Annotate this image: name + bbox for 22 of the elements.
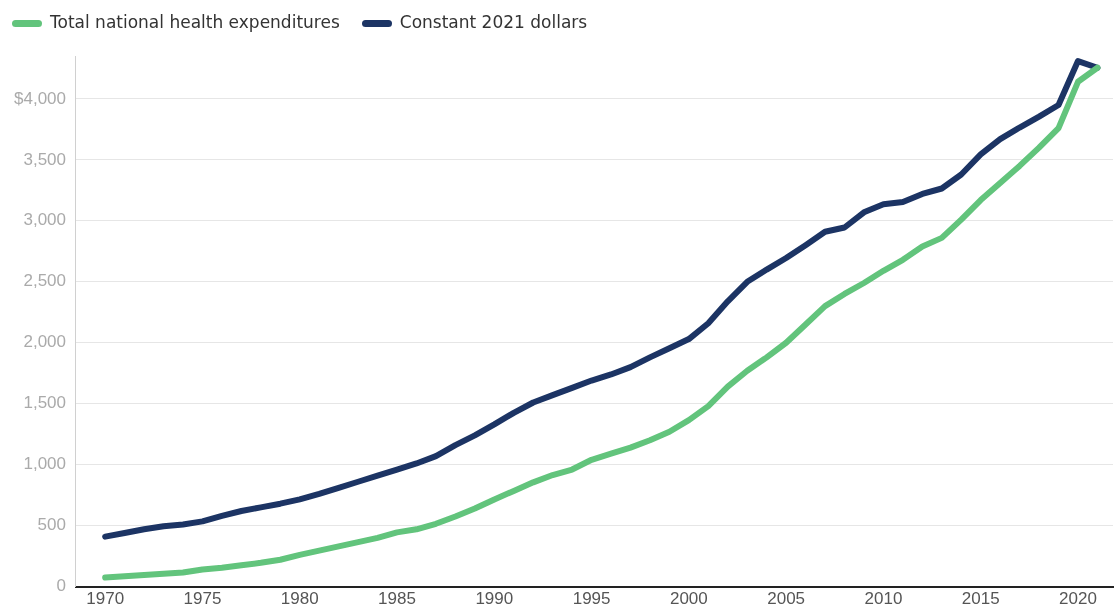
x-tick-label: 2005: [767, 589, 806, 609]
y-tick-label: 1,000: [23, 454, 66, 474]
y-tick-label: $4,000: [14, 88, 66, 108]
x-tick-label: 2010: [864, 589, 903, 609]
y-tick-label: 3,500: [23, 149, 66, 169]
y-tick-label: 1,500: [23, 393, 66, 413]
y-tick-label: 2,000: [23, 332, 66, 352]
y-tick-label: 0: [56, 576, 66, 596]
y-tick-label: 2,500: [23, 271, 66, 291]
y-tick-label: 500: [37, 515, 66, 535]
y-tick-label: 3,000: [23, 210, 66, 230]
legend-label: Total national health expenditures: [49, 12, 340, 32]
x-tick-label: 1990: [475, 589, 514, 609]
x-tick-label: 2015: [961, 589, 1000, 609]
x-tick-label: 2020: [1059, 589, 1097, 609]
legend-label: Constant 2021 dollars: [398, 12, 588, 32]
x-tick-label: 1975: [183, 589, 222, 609]
x-tick-label: 1995: [572, 589, 611, 609]
x-tick-label: 2000: [669, 589, 708, 609]
x-tick-label: 1970: [86, 589, 125, 609]
x-tick-label: 1985: [378, 589, 416, 609]
x-tick-label: 1980: [280, 589, 319, 609]
